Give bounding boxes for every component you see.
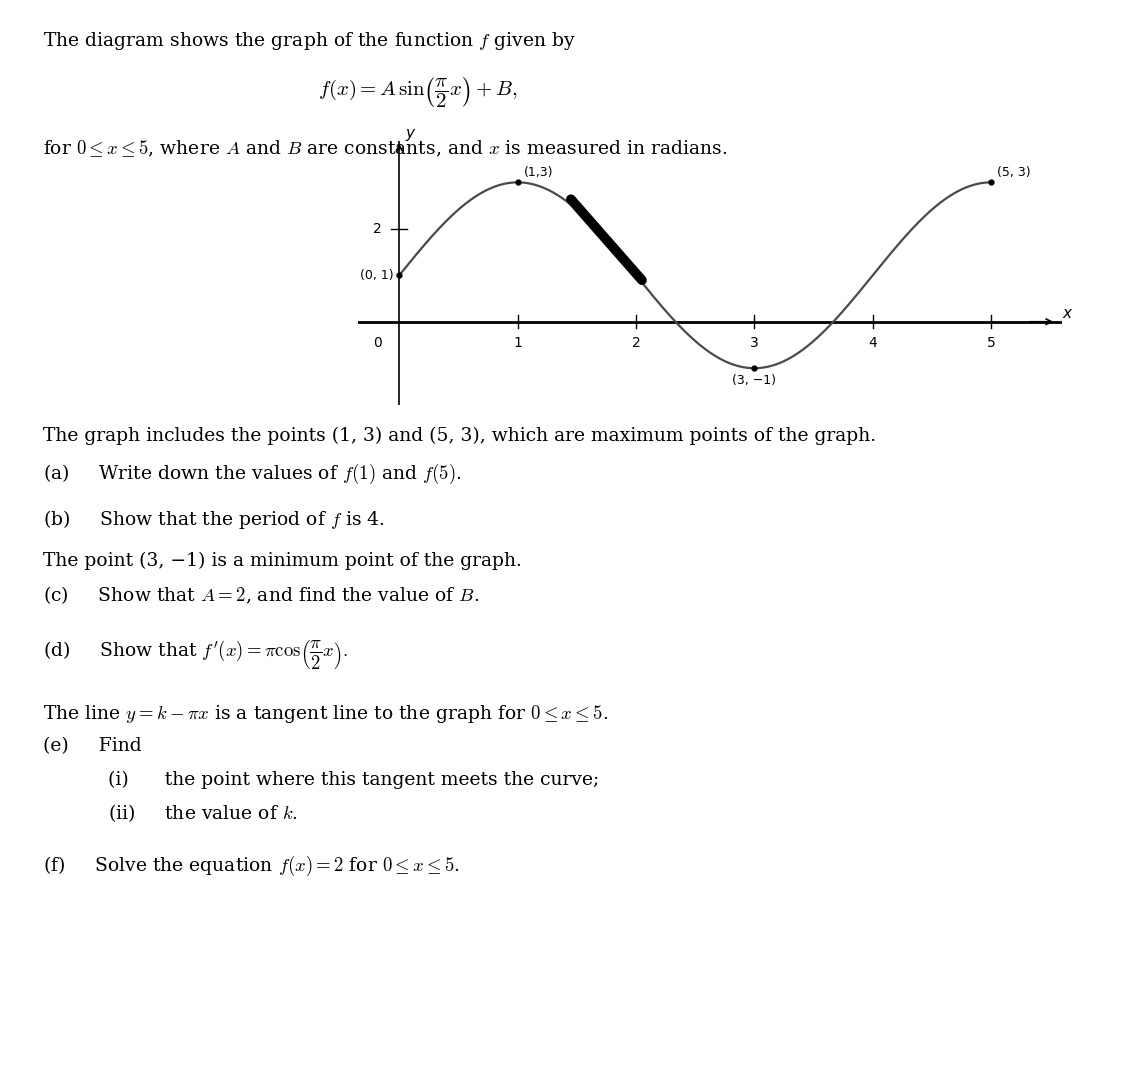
Text: $x$: $x$ [1062,306,1074,321]
Text: (c)     Show that $A = 2$, and find the value of $B$.: (c) Show that $A = 2$, and find the valu… [43,584,479,605]
Text: 2: 2 [632,336,641,349]
Text: (3, −1): (3, −1) [733,374,776,387]
Text: $y$: $y$ [406,126,417,143]
Text: 1: 1 [513,336,523,349]
Text: 5: 5 [987,336,995,349]
Text: (f)     Solve the equation $f(x) = 2$ for $0 \leq x \leq 5$.: (f) Solve the equation $f(x) = 2$ for $0… [43,854,460,878]
Text: (e)     Find: (e) Find [43,737,142,756]
Text: 4: 4 [868,336,877,349]
Text: (0, 1): (0, 1) [360,269,393,282]
Text: (d)     Show that $f'(x) = \pi \cos\!\left(\dfrac{\pi}{2}x\right).$: (d) Show that $f'(x) = \pi \cos\!\left(\… [43,638,348,671]
Text: 3: 3 [750,336,759,349]
Text: The diagram shows the graph of the function $f$ given by: The diagram shows the graph of the funct… [43,30,576,52]
Text: The point (3, −1) is a minimum point of the graph.: The point (3, −1) is a minimum point of … [43,551,523,570]
Text: The line $y = k - \pi x$ is a tangent line to the graph for $0 \leq x \leq 5$.: The line $y = k - \pi x$ is a tangent li… [43,703,609,724]
Text: 2: 2 [373,222,382,236]
Text: (a)     Write down the values of $f(1)$ and $f(5)$.: (a) Write down the values of $f(1)$ and … [43,462,462,485]
Text: (1,3): (1,3) [524,165,553,178]
Text: The graph includes the points (1, 3) and (5, 3), which are maximum points of the: The graph includes the points (1, 3) and… [43,427,876,445]
Text: (ii)     the value of $k$.: (ii) the value of $k$. [108,802,298,824]
Text: $f(x) = A\,\sin\!\left(\dfrac{\pi}{2}x\right)+ B,$: $f(x) = A\,\sin\!\left(\dfrac{\pi}{2}x\r… [318,76,518,110]
Text: 0: 0 [373,336,382,349]
Text: (i)      the point where this tangent meets the curve;: (i) the point where this tangent meets t… [108,771,599,789]
Text: (5, 3): (5, 3) [997,165,1030,178]
Text: for $0 \leq x \leq 5$, where $A$ and $B$ are constants, and $x$ is measured in r: for $0 \leq x \leq 5$, where $A$ and $B$… [43,138,727,159]
Text: (b)     Show that the period of $f$ is 4.: (b) Show that the period of $f$ is 4. [43,508,385,531]
